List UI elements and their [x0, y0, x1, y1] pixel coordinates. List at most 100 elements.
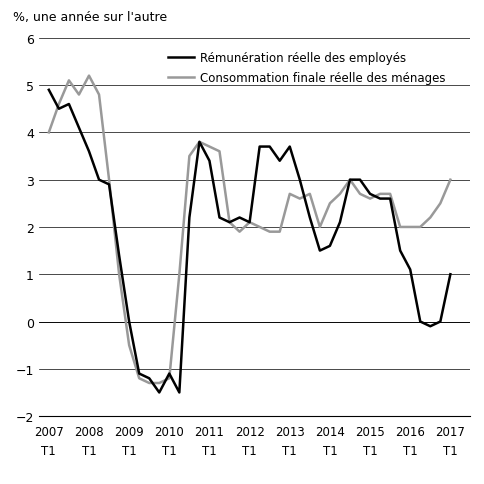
Text: T1: T1 — [121, 444, 136, 456]
Consommation finale réelle des ménages — [156, 380, 162, 386]
Text: T1: T1 — [442, 444, 457, 456]
Rémunération réelle des employés — [317, 248, 322, 254]
Rémunération réelle des employés — [116, 253, 122, 258]
Rémunération réelle des employés — [356, 178, 362, 183]
Rémunération réelle des employés — [386, 197, 392, 202]
Rémunération réelle des employés — [426, 324, 432, 330]
Consommation finale réelle des ménages — [276, 229, 282, 235]
Text: 2013: 2013 — [274, 425, 304, 438]
Rémunération réelle des employés — [166, 371, 172, 377]
Consommation finale réelle des ménages — [377, 192, 382, 197]
Rémunération réelle des employés — [106, 182, 112, 188]
Consommation finale réelle des ménages — [437, 201, 442, 207]
Rémunération réelle des employés — [326, 243, 332, 249]
Text: 2008: 2008 — [74, 425, 104, 438]
Text: 2012: 2012 — [234, 425, 264, 438]
Consommation finale réelle des ménages — [266, 229, 272, 235]
Rémunération réelle des employés — [126, 319, 132, 325]
Rémunération réelle des employés — [276, 159, 282, 165]
Consommation finale réelle des ménages — [166, 376, 172, 381]
Rémunération réelle des employés — [156, 390, 162, 395]
Consommation finale réelle des ménages — [216, 149, 222, 155]
Consommation finale réelle des ménages — [366, 197, 372, 202]
Text: 2007: 2007 — [34, 425, 63, 438]
Rémunération réelle des employés — [437, 319, 442, 325]
Consommation finale réelle des ménages — [146, 380, 152, 386]
Text: 2009: 2009 — [114, 425, 144, 438]
Consommation finale réelle des ménages — [106, 178, 112, 183]
Rémunération réelle des employés — [286, 144, 292, 150]
Consommation finale réelle des ménages — [176, 272, 182, 278]
Consommation finale réelle des ménages — [56, 102, 61, 108]
Text: T1: T1 — [282, 444, 297, 456]
Rémunération réelle des employés — [46, 88, 52, 93]
Consommation finale réelle des ménages — [347, 178, 352, 183]
Consommation finale réelle des ménages — [256, 225, 262, 230]
Rémunération réelle des employés — [396, 248, 402, 254]
Consommation finale réelle des ménages — [317, 225, 322, 230]
Rémunération réelle des employés — [306, 215, 312, 221]
Consommation finale réelle des ménages — [196, 139, 202, 145]
Rémunération réelle des employés — [256, 144, 262, 150]
Text: T1: T1 — [202, 444, 216, 456]
Consommation finale réelle des ménages — [236, 229, 242, 235]
Consommation finale réelle des ménages — [326, 201, 332, 207]
Text: %, une année sur l'autre: %, une année sur l'autre — [13, 11, 166, 24]
Consommation finale réelle des ménages — [76, 92, 82, 98]
Consommation finale réelle des ménages — [46, 130, 52, 136]
Rémunération réelle des employés — [236, 215, 242, 221]
Consommation finale réelle des ménages — [356, 192, 362, 197]
Consommation finale réelle des ménages — [246, 220, 252, 226]
Consommation finale réelle des ménages — [136, 376, 142, 381]
Text: 2010: 2010 — [154, 425, 184, 438]
Rémunération réelle des employés — [176, 390, 182, 395]
Text: 2014: 2014 — [314, 425, 344, 438]
Rémunération réelle des employés — [96, 178, 102, 183]
Line: Rémunération réelle des employés: Rémunération réelle des employés — [49, 91, 450, 393]
Text: T1: T1 — [322, 444, 336, 456]
Text: 2011: 2011 — [194, 425, 224, 438]
Consommation finale réelle des ménages — [116, 272, 122, 278]
Consommation finale réelle des ménages — [396, 225, 402, 230]
Rémunération réelle des employés — [366, 192, 372, 197]
Consommation finale réelle des ménages — [186, 154, 192, 160]
Consommation finale réelle des ménages — [86, 74, 91, 79]
Rémunération réelle des employés — [347, 178, 352, 183]
Consommation finale réelle des ménages — [426, 215, 432, 221]
Text: T1: T1 — [362, 444, 377, 456]
Consommation finale réelle des ménages — [96, 92, 102, 98]
Rémunération réelle des employés — [186, 215, 192, 221]
Rémunération réelle des employés — [246, 220, 252, 226]
Rémunération réelle des employés — [336, 220, 342, 226]
Rémunération réelle des employés — [136, 371, 142, 377]
Text: 2015: 2015 — [354, 425, 384, 438]
Consommation finale réelle des ménages — [336, 192, 342, 197]
Rémunération réelle des employés — [76, 125, 82, 131]
Consommation finale réelle des ménages — [296, 197, 302, 202]
Rémunération réelle des employés — [216, 215, 222, 221]
Text: T1: T1 — [41, 444, 56, 456]
Consommation finale réelle des ménages — [306, 192, 312, 197]
Rémunération réelle des employés — [206, 159, 212, 165]
Consommation finale réelle des ménages — [407, 225, 412, 230]
Rémunération réelle des employés — [377, 197, 382, 202]
Rémunération réelle des employés — [66, 102, 72, 108]
Text: 2016: 2016 — [394, 425, 424, 438]
Consommation finale réelle des ménages — [126, 343, 132, 348]
Rémunération réelle des employés — [266, 144, 272, 150]
Text: T1: T1 — [242, 444, 257, 456]
Line: Consommation finale réelle des ménages: Consommation finale réelle des ménages — [49, 76, 450, 383]
Rémunération réelle des employés — [56, 106, 61, 112]
Consommation finale réelle des ménages — [66, 78, 72, 84]
Consommation finale réelle des ménages — [447, 178, 453, 183]
Text: T1: T1 — [162, 444, 176, 456]
Consommation finale réelle des ménages — [417, 225, 423, 230]
Consommation finale réelle des ménages — [206, 144, 212, 150]
Rémunération réelle des employés — [146, 376, 152, 381]
Text: 2017: 2017 — [435, 425, 464, 438]
Consommation finale réelle des ménages — [286, 192, 292, 197]
Rémunération réelle des employés — [447, 272, 453, 278]
Rémunération réelle des employés — [196, 139, 202, 145]
Rémunération réelle des employés — [226, 220, 232, 226]
Legend: Rémunération réelle des employés, Consommation finale réelle des ménages: Rémunération réelle des employés, Consom… — [167, 52, 444, 85]
